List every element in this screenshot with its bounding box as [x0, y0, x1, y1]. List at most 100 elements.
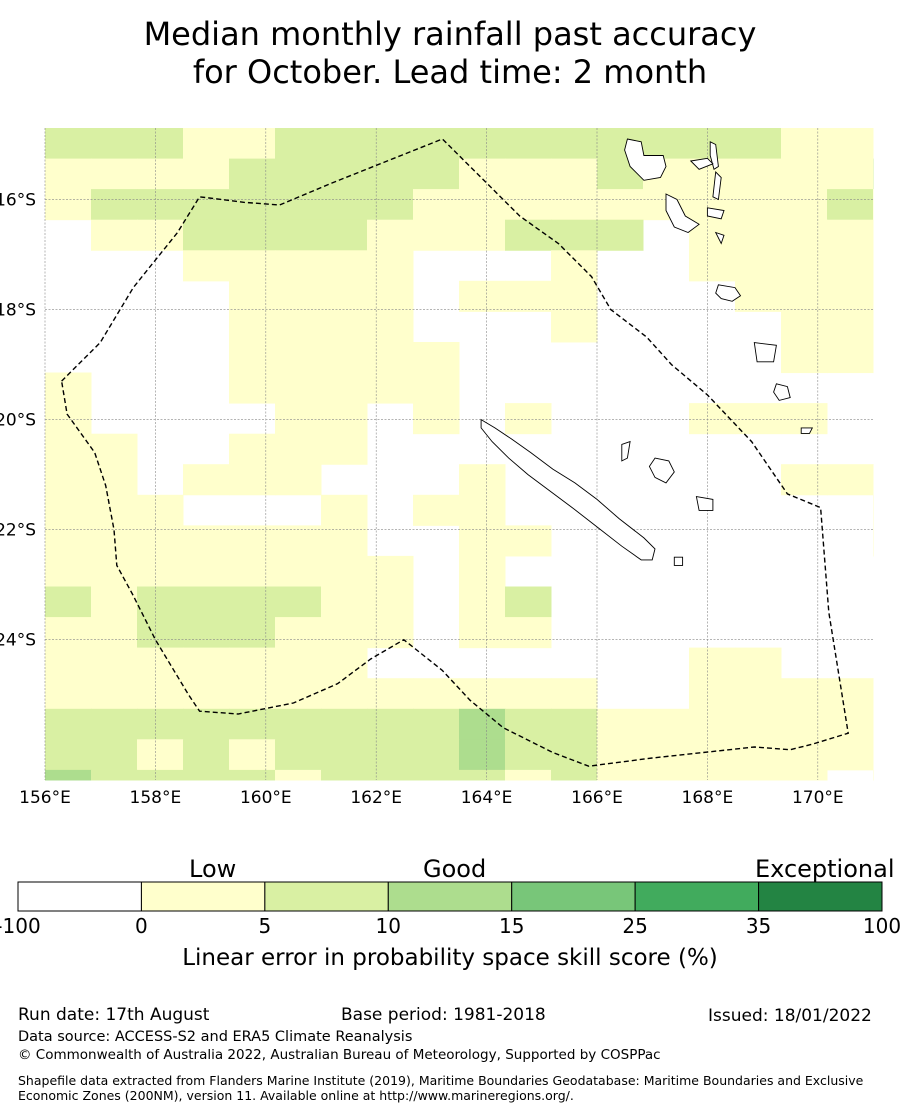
- colorbar-segment: [387, 881, 513, 912]
- skill-cell: [413, 158, 460, 190]
- skill-cell: [91, 219, 138, 251]
- skill-cell: [137, 128, 184, 160]
- skill-cell: [873, 708, 874, 740]
- skill-cell: [91, 494, 138, 526]
- skill-cell: [413, 128, 460, 160]
- skill-cell: [597, 219, 644, 251]
- skill-cell: [183, 464, 230, 496]
- skill-cell: [781, 464, 828, 496]
- skill-cell: [183, 708, 230, 740]
- lon-tick-label: 170°E: [792, 788, 844, 808]
- skill-cell: [689, 250, 736, 282]
- skill-cell: [827, 708, 874, 740]
- skill-cell: [551, 280, 598, 312]
- skill-cell: [275, 342, 322, 374]
- skill-cell: [735, 403, 782, 435]
- skill-cell: [505, 158, 552, 190]
- skill-cell: [229, 647, 276, 679]
- lat-tick-label: 18°S: [0, 301, 36, 321]
- skill-cell: [689, 403, 736, 435]
- data-source: Data source: ACCESS-S2 and ERA5 Climate …: [18, 1029, 413, 1045]
- skill-cell: [45, 464, 92, 496]
- skill-cell: [275, 403, 322, 435]
- island-outline: [624, 138, 667, 181]
- skill-cell: [413, 708, 460, 740]
- skill-cell: [689, 708, 736, 740]
- skill-cell: [45, 586, 92, 618]
- skill-cell: [321, 769, 368, 781]
- skill-cell: [781, 678, 828, 710]
- category-exceptional-label: Exceptional: [755, 855, 895, 883]
- island-outline: [706, 207, 725, 220]
- skill-cell: [321, 739, 368, 771]
- skill-cell: [505, 708, 552, 740]
- skill-cell: [137, 219, 184, 251]
- skill-cell: [827, 128, 874, 160]
- skill-cell: [689, 769, 736, 781]
- skill-cell: [551, 219, 598, 251]
- skill-cell: [367, 769, 414, 781]
- skill-cell: [321, 372, 368, 404]
- skill-cell: [413, 189, 460, 221]
- skill-cell: [459, 708, 506, 740]
- skill-cell: [45, 128, 92, 160]
- skill-cell: [367, 280, 414, 312]
- skill-cell: [367, 617, 414, 649]
- skill-cell: [827, 250, 874, 282]
- skill-cell: [873, 464, 874, 496]
- skill-cell: [137, 525, 184, 557]
- skill-cell: [367, 219, 414, 251]
- skill-cell: [459, 739, 506, 771]
- skill-cell: [413, 342, 460, 374]
- skill-cell: [367, 128, 414, 160]
- lat-tick-label: 24°S: [0, 631, 36, 651]
- skill-cell: [229, 219, 276, 251]
- eez-boundary: [60, 138, 849, 767]
- skill-cell: [413, 372, 460, 404]
- skill-cell: [321, 525, 368, 557]
- skill-cell: [781, 219, 828, 251]
- skill-cell: [459, 128, 506, 160]
- skill-cell: [321, 403, 368, 435]
- skill-cell: [275, 433, 322, 465]
- skill-cell: [183, 769, 230, 781]
- skill-cell: [45, 189, 92, 221]
- skill-cell: [781, 189, 828, 221]
- skill-cell: [735, 708, 782, 740]
- skill-cell: [735, 128, 782, 160]
- skill-cell: [873, 189, 874, 221]
- skill-cell: [183, 617, 230, 649]
- colorbar-segment: [634, 881, 760, 912]
- skill-cell: [781, 739, 828, 771]
- skill-cell: [275, 280, 322, 312]
- skill-cell: [551, 128, 598, 160]
- skill-cell: [827, 464, 874, 496]
- skill-cell: [45, 739, 92, 771]
- skill-cell: [873, 158, 874, 190]
- island-outline: [673, 556, 684, 566]
- skill-cell: [45, 708, 92, 740]
- skill-cell: [459, 464, 506, 496]
- skill-cell: [137, 158, 184, 190]
- skill-cell: [91, 433, 138, 465]
- skill-cell: [183, 158, 230, 190]
- skill-cell: [137, 189, 184, 221]
- skill-cell: [137, 617, 184, 649]
- skill-cell: [183, 739, 230, 771]
- skill-cell: [229, 128, 276, 160]
- skill-cell: [275, 555, 322, 587]
- skill-cell: [275, 617, 322, 649]
- skill-cell: [229, 586, 276, 618]
- skill-cell: [137, 494, 184, 526]
- colorbar-tick-label: -100: [0, 914, 41, 938]
- skill-cell: [505, 586, 552, 618]
- skill-cell: [275, 525, 322, 557]
- skill-cell: [321, 647, 368, 679]
- skill-cell: [735, 189, 782, 221]
- skill-cell: [735, 769, 782, 781]
- island-outline: [773, 383, 791, 401]
- skill-cell: [229, 342, 276, 374]
- skill-cell: [459, 769, 506, 781]
- skill-cell: [873, 525, 874, 557]
- colorbar-tick-label: 25: [622, 914, 648, 938]
